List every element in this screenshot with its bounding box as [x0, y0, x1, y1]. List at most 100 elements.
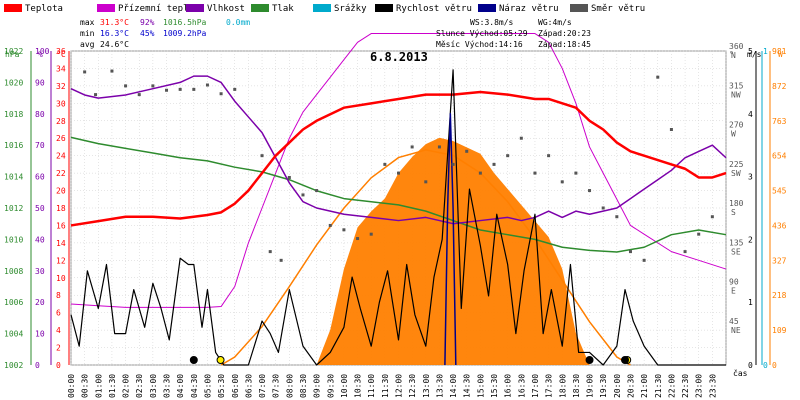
tick-label-direction: 315 [729, 81, 744, 90]
tick-label-celsius: 0 [56, 361, 61, 370]
sunset-info: Západ:20:23 [538, 29, 591, 38]
tick-label-hpa: 1004 [4, 330, 23, 339]
legend-label: Teplota [25, 4, 63, 14]
wind-direction-point [506, 154, 510, 158]
wind-direction-point [683, 250, 687, 254]
tick-label-compass: NW [731, 90, 741, 99]
axis-label-celsius: °C [56, 50, 66, 59]
series-solar-area [316, 137, 590, 365]
tick-label-celsius: 12 [56, 256, 66, 265]
stats-min-pressure: 1009.2hPa [163, 29, 207, 38]
wind-direction-point [178, 87, 182, 91]
stats-max-pressure: 1016.5hPa [163, 18, 207, 27]
tick-label-solar: 218 [772, 291, 787, 300]
wind-direction-point [356, 237, 360, 241]
tick-label-time: 02:00 [122, 374, 131, 398]
stats-avg-label: avg [80, 40, 95, 49]
stats-avg-temp: 24.6°C [100, 40, 129, 49]
wind-direction-point [451, 162, 455, 166]
tick-label-percent: 0 [35, 361, 40, 370]
wind-direction-point [533, 171, 537, 175]
tick-label-celsius: 32 [56, 82, 66, 91]
wind-direction-point [697, 232, 701, 236]
tick-label-time: 09:30 [326, 374, 335, 398]
legend-label: Přízemní teplota [118, 4, 205, 14]
tick-label-percent: 70 [35, 141, 45, 150]
tick-label-time: 20:00 [613, 374, 622, 398]
tick-label-time: 02:30 [135, 374, 144, 398]
wind-direction-point [601, 206, 605, 210]
series-humidity [70, 75, 727, 225]
tick-label-percent: 80 [35, 110, 45, 119]
axis-label-percent: % [38, 50, 43, 59]
tick-label-solar: 0 [772, 361, 777, 370]
tick-label-direction: 90 [729, 278, 739, 287]
moon-marker [585, 356, 594, 364]
tick-label-compass: SE [731, 247, 741, 256]
tick-label-hpa: 1008 [4, 267, 23, 276]
tick-label-solar: 763 [772, 117, 787, 126]
tick-label-time: 18:30 [572, 374, 581, 398]
tick-label-time: 08:30 [299, 374, 308, 398]
series-wind-gust [444, 113, 457, 366]
tick-label-percent: 10 [35, 330, 45, 339]
wind-direction-point [328, 223, 332, 227]
tick-label-wind: 0 [748, 361, 753, 370]
tick-label-rain: 0 [763, 361, 768, 370]
tick-label-celsius: 2 [56, 344, 61, 353]
tick-label-time: 06:30 [244, 374, 253, 398]
tick-label-time: 11:30 [381, 374, 390, 398]
wind-direction-point [397, 171, 400, 175]
sunrise-info: Slunce Východ:05:29 [436, 29, 528, 38]
tick-label-hpa: 1020 [4, 78, 23, 87]
tick-label-solar: 545 [772, 187, 787, 196]
wind-direction-point [710, 215, 714, 219]
legend-swatch [251, 4, 269, 12]
wind-direction-point [110, 69, 114, 73]
tick-label-compass: W [731, 130, 736, 139]
tick-label-time: 21:30 [654, 374, 663, 398]
tick-label-solar: 436 [772, 221, 787, 230]
wind-direction-point [410, 145, 414, 149]
tick-label-celsius: 26 [56, 134, 66, 143]
tick-label-time: 07:30 [272, 374, 281, 398]
tick-label-celsius: 18 [56, 204, 66, 213]
tick-label-percent: 30 [35, 267, 45, 276]
wind-direction-point [268, 250, 272, 254]
tick-label-celsius: 34 [56, 64, 66, 73]
wind-direction-point [83, 70, 87, 74]
tick-label-celsius: 24 [56, 152, 66, 161]
tick-label-time: 21:00 [640, 374, 649, 398]
tick-label-wind: 5 [748, 47, 753, 56]
wind-direction-point [560, 180, 564, 184]
legend-label: Srážky [334, 4, 367, 14]
tick-label-hpa: 1002 [4, 361, 23, 370]
wind-direction-point [656, 75, 660, 79]
wind-speed-summary: WS:3.8m/s [470, 18, 514, 27]
tick-label-solar: 109 [772, 326, 787, 335]
tick-label-time: 14:30 [463, 374, 472, 398]
tick-label-time: 09:00 [313, 374, 322, 398]
tick-label-time: 16:00 [504, 374, 513, 398]
wind-direction-point [478, 171, 482, 175]
stats-max-rain: 0.0mm [226, 18, 250, 27]
tick-label-time: 22:30 [681, 374, 690, 398]
wind-direction-point [383, 162, 387, 166]
stats-min-humidity: 45% [140, 29, 155, 38]
wind-direction-point [315, 189, 319, 193]
axis-label-hpa: hPa [5, 50, 20, 59]
wind-direction-point [628, 250, 632, 254]
wind-direction-point [424, 180, 428, 184]
tick-label-wind: 1 [748, 298, 753, 307]
legend-swatch [186, 4, 204, 12]
tick-label-compass: S [731, 208, 736, 217]
wind-direction-point [615, 215, 619, 219]
tick-label-celsius: 28 [56, 117, 66, 126]
tick-label-time: 15:30 [490, 374, 499, 398]
tick-label-direction: 45 [729, 317, 739, 326]
tick-label-compass: N [731, 51, 736, 60]
moon-marker [189, 356, 198, 364]
legend-swatch [4, 4, 22, 12]
tick-label-celsius: 16 [56, 221, 66, 230]
